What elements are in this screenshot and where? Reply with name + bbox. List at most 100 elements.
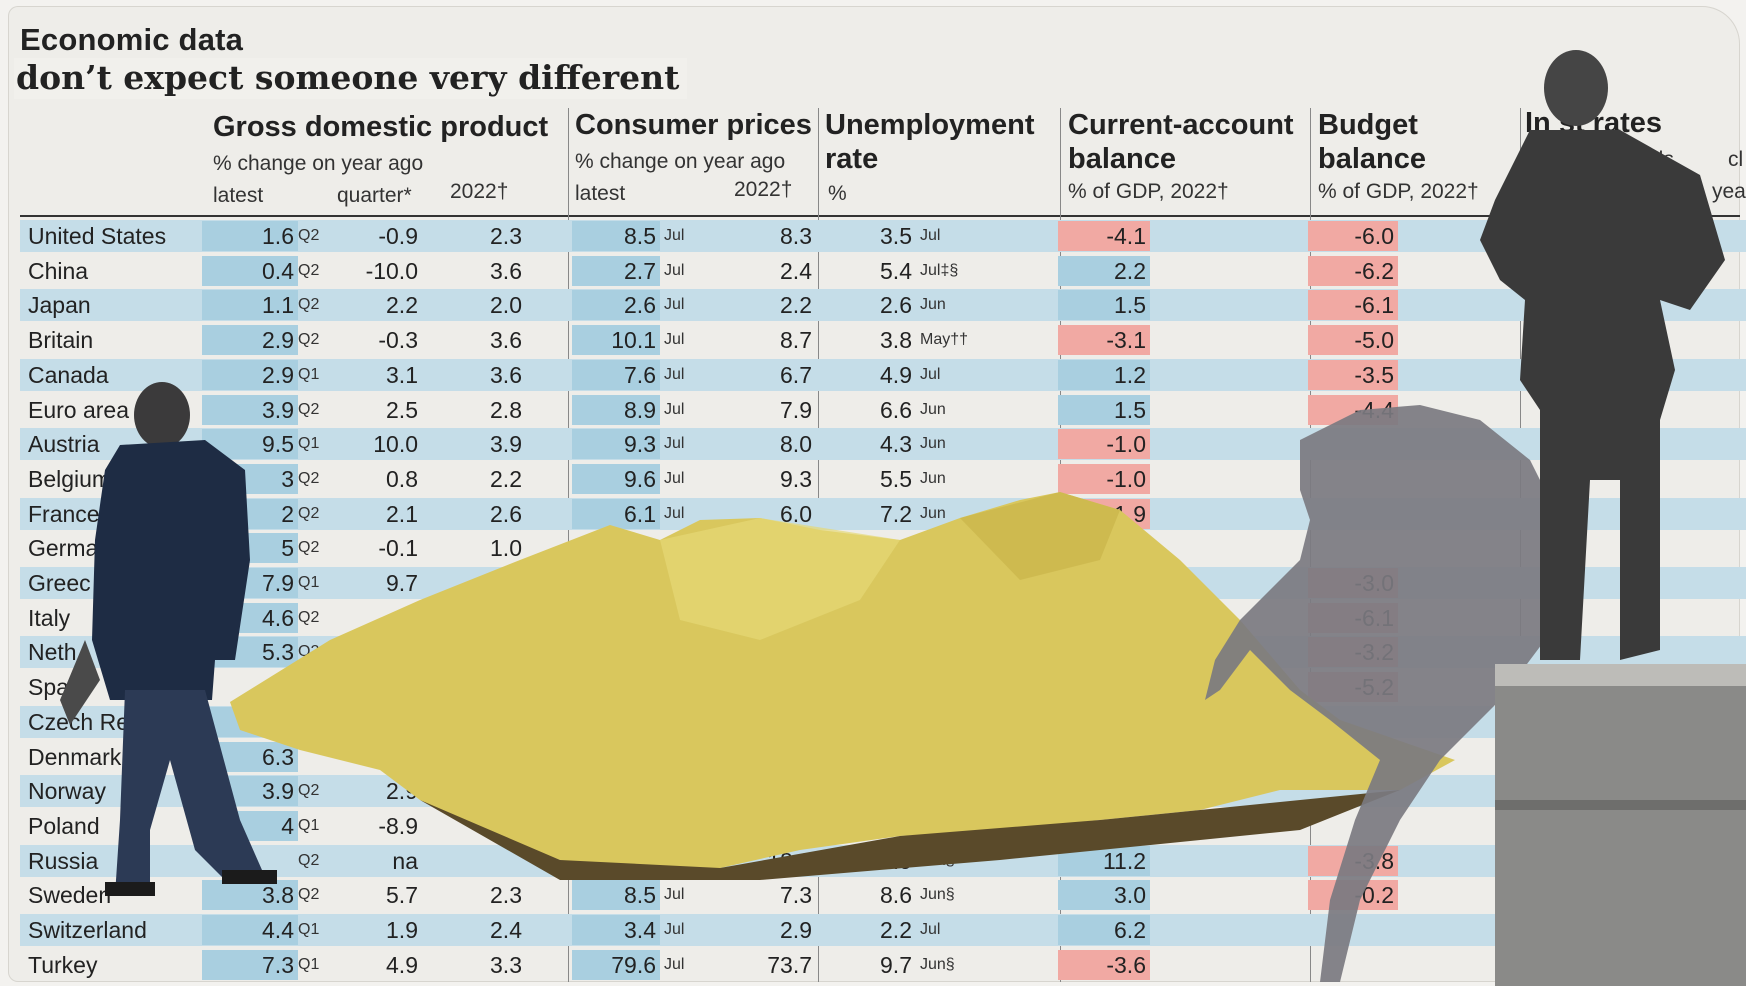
budget-balance-value: -6.1 [1354, 292, 1394, 319]
unemployment-value: 6.6 [880, 396, 912, 423]
gdp-2022-value: 1.0 [490, 535, 522, 562]
gdp-quarter-label: Q1 [298, 921, 320, 938]
cpi-2022-value: 8.3 [780, 223, 812, 249]
country-name: Japan [28, 292, 91, 319]
gdp-latest-value: 0.4 [262, 257, 294, 284]
statue-image [1480, 50, 1746, 986]
gdp-latest-value: 3.9 [262, 396, 294, 423]
gdp-latest-value-background [202, 325, 298, 356]
country-name: Canada [28, 361, 109, 388]
cpi-2022-value: 7.3 [780, 882, 812, 909]
unemployment-month-label: Jun [920, 469, 946, 487]
gdp-quarter-label: Q2 [298, 469, 320, 487]
gdp-latest-value-background [202, 221, 298, 251]
cpi-col-latest: latest [575, 182, 626, 205]
gdp-latest-value: 2.9 [262, 361, 294, 388]
gdp-2022-value: 2.6 [490, 500, 522, 527]
cpi-month-label: Jul [664, 955, 685, 973]
cpi-latest-value-background [572, 394, 660, 425]
table-row: Switzerland 4.4 Q1 1.9 2.4 3.4 Jul 2.9 2.2 Jul 6.2 [20, 914, 1746, 946]
current-account-value: 2.2 [1114, 257, 1146, 284]
current-account-value-background [1058, 255, 1150, 286]
gdp-latest-value: 5.3 [262, 639, 294, 666]
page-subtitle: don’t expect someone very different [14, 58, 688, 99]
gdp-quarter-label: Q1 [298, 574, 320, 591]
table-row: Britain 2.9 Q2 -0.3 3.6 10.1 Jul 8.7 3.8 May†† -3.… [20, 324, 1746, 356]
gdp-quarter-label: Q2 [298, 608, 320, 626]
cpi-latest-value: 7.6 [624, 361, 656, 388]
cpi-month-label: Jul [664, 261, 685, 279]
unemployment-month-label: Jul [920, 921, 941, 938]
cpi-latest-value-background [572, 221, 660, 251]
cpi-latest-value: 9.6 [624, 465, 656, 492]
unemployment-value: 5.4 [880, 257, 912, 284]
table-row: Belgium 3 Q2 0.8 2.2 9.6 Jul 9.3 5.5 Jun -1.0 [20, 463, 1746, 495]
current-account-value-background [1058, 429, 1150, 460]
current-account-value-background [1058, 394, 1150, 425]
country-name: France [28, 500, 100, 527]
unemployment-value: 8.6 [880, 882, 912, 909]
table-row: China 0.4 Q2 -10.0 3.6 2.7 Jul 2.4 5.4 Jul‡§ 2.2 -6… [20, 255, 1746, 287]
gdp-quarter-label: Q2 [298, 886, 320, 904]
budget-subheader: % of GDP, 2022† [1318, 180, 1479, 203]
cpi-2022-value: 8.0 [780, 431, 812, 458]
table-row: Japan 1.1 Q2 2.2 2.0 2.6 Jul 2.2 2.6 Jun 1.5 -6.1 [20, 289, 1746, 322]
unemployment-month-label: Jun [920, 400, 946, 418]
ca-header-1: Current-account [1068, 109, 1294, 141]
budget-balance-value-background [1308, 325, 1398, 356]
cpi-month-label: Jul [664, 921, 685, 938]
current-account-value: -1.0 [1106, 465, 1146, 492]
gdp-col-quarter: quarter* [337, 184, 412, 207]
gdp-quarter-value: 9.7 [386, 570, 418, 596]
cpi-latest-value-background [572, 949, 660, 980]
unemployment-month-label: May†† [920, 331, 969, 349]
unemployment-month-label: Jun§ [920, 955, 955, 973]
gdp-quarter-label: Q1 [298, 955, 320, 973]
current-account-value: -3.1 [1106, 327, 1146, 354]
unemployment-value: 9.7 [880, 951, 912, 978]
country-name: Turkey [28, 951, 98, 978]
gdp-quarter-label: Q2 [298, 227, 320, 244]
cpi-month-label: Jul [664, 400, 685, 418]
cpi-latest-value: 10.1 [611, 327, 656, 354]
cpi-2022-value: 2.4 [780, 257, 812, 284]
cpi-2022-value: 2.9 [780, 917, 812, 943]
cpi-col-2022: 2022† [734, 178, 793, 201]
gdp-quarter-value: 2.2 [386, 292, 418, 319]
current-account-value-background [1058, 463, 1150, 494]
current-account-value: 6.2 [1114, 917, 1146, 943]
unemployment-month-label: Jun [920, 504, 946, 522]
unemp-header-1: Unemployment [825, 109, 1035, 141]
cpi-latest-value: 6.1 [624, 500, 656, 527]
cpi-header: Consumer prices [575, 109, 812, 141]
gdp-quarter-label: Q2 [298, 296, 320, 314]
cpi-latest-value-background [572, 325, 660, 356]
unemployment-value: 5.5 [880, 465, 912, 492]
current-account-value-background [1058, 290, 1150, 321]
budget-balance-value-background [1308, 359, 1398, 390]
gdp-quarter-value: -8.9 [378, 812, 418, 839]
gdp-latest-value-background [202, 880, 298, 911]
gdp-quarter-value: 0.8 [386, 465, 418, 492]
country-name: Britain [28, 327, 94, 354]
sand-pile-image [230, 492, 1455, 880]
budget-header-2: balance [1318, 143, 1426, 175]
unemployment-month-label: Jun§ [920, 886, 955, 904]
cpi-latest-value-background [572, 915, 660, 945]
unemployment-month-label: Jul [920, 227, 941, 244]
gdp-quarter-value: 3.1 [386, 361, 418, 388]
gdp-latest-value: 5 [281, 535, 294, 562]
cpi-month-label: Jul [664, 331, 685, 349]
current-account-value-background [1058, 359, 1150, 390]
gdp-latest-value: 3.8 [262, 882, 294, 909]
gdp-2022-value: 3.9 [490, 431, 522, 458]
gdp-quarter-label: Q1 [298, 435, 320, 453]
unemp-header-2: rate [825, 143, 879, 175]
gdp-latest-value: 4.4 [262, 917, 294, 943]
gdp-latest-value-background [202, 915, 298, 945]
gdp-quarter-value: -10.0 [365, 257, 418, 284]
budget-balance-value-background [1308, 290, 1398, 321]
gdp-latest-value: 2.9 [262, 327, 294, 354]
country-name: Greec [28, 570, 91, 596]
unemployment-month-label: Jul [920, 365, 941, 383]
